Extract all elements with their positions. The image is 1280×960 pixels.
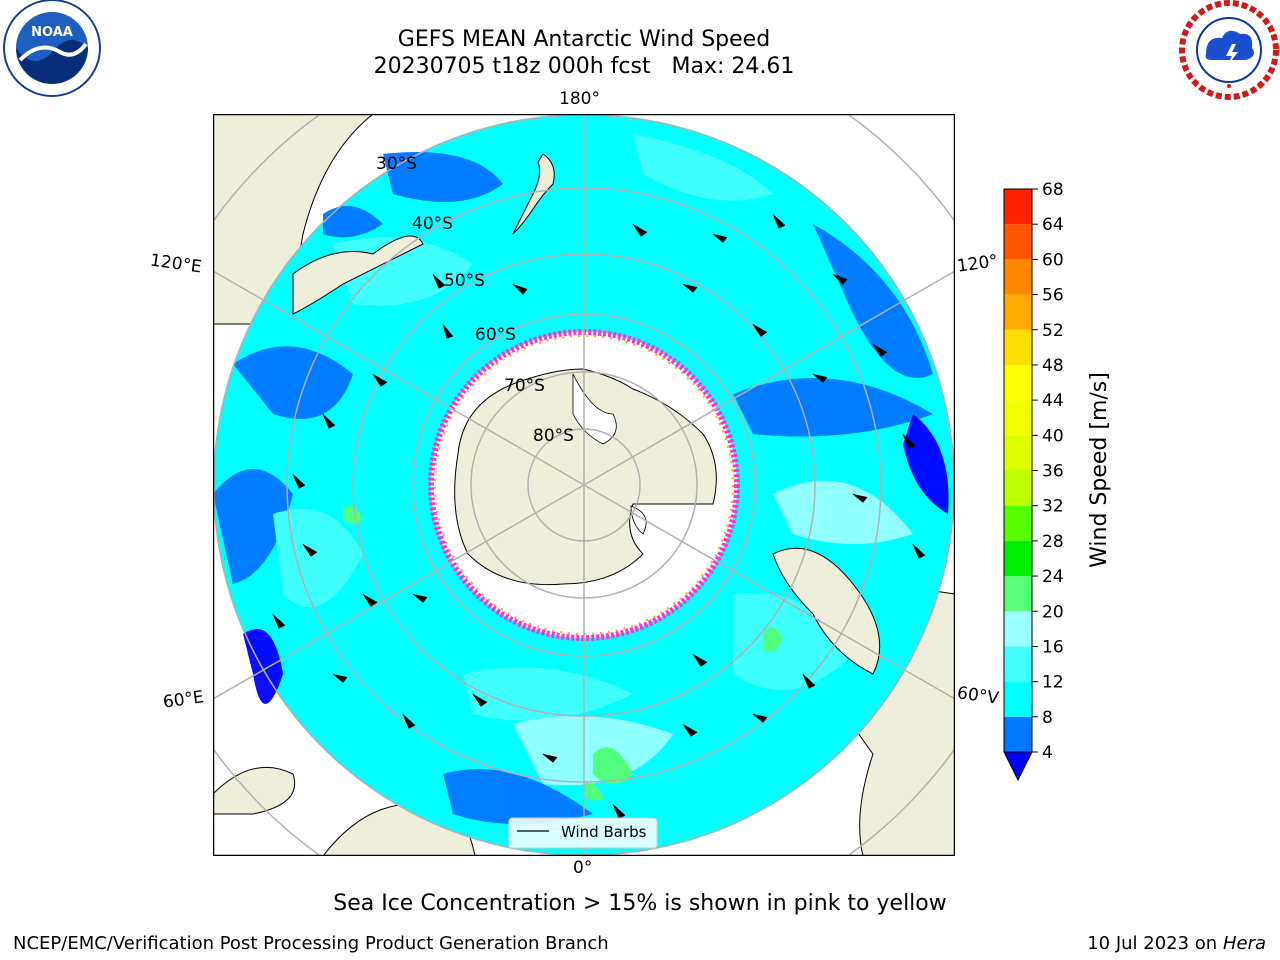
- noaa-logo: NOAA: [3, 0, 101, 97]
- colorbar-tick-label: 4: [1042, 743, 1053, 763]
- colorbar-tick-label: 52: [1042, 321, 1064, 341]
- colorbar-swatch: [1004, 576, 1032, 612]
- colorbar-tick-label: 48: [1042, 356, 1064, 376]
- colorbar-tick-label: 60: [1042, 250, 1064, 270]
- lon-label-180: 180°: [559, 89, 600, 109]
- footer-machine: Hera: [1222, 933, 1266, 954]
- colorbar-tick-label: 24: [1042, 567, 1064, 587]
- lat-label-30s: 30°S: [376, 154, 417, 174]
- colorbar-swatch: [1004, 435, 1032, 471]
- lat-label-60s: 60°S: [475, 325, 516, 345]
- lon-label-120e: 120°E: [148, 250, 203, 278]
- footer-date-text: 10 Jul 2023 on: [1087, 933, 1218, 954]
- colorbar-swatches: [1003, 188, 1033, 782]
- colorbar-tick-label: 40: [1042, 426, 1064, 446]
- colorbar-tick-label: 68: [1042, 180, 1064, 200]
- chart-subtitle: 20230705 t18z 000h fcst Max: 24.61: [373, 54, 795, 79]
- legend-label: Wind Barbs: [561, 823, 647, 841]
- colorbar-swatch: [1004, 400, 1032, 436]
- colorbar-swatch: [1004, 470, 1032, 506]
- colorbar-swatch: [1004, 611, 1032, 647]
- meridian-lines: [213, 114, 955, 856]
- colorbar-swatch: [1004, 716, 1032, 752]
- ronne-ice-shelf: [630, 505, 647, 535]
- lat-label-80s: 80°S: [533, 426, 574, 446]
- australia-south-coast: [292, 235, 424, 315]
- colorbar-swatch: [1004, 364, 1032, 401]
- antarctica-landmass: [454, 368, 717, 586]
- colorbar-tick-label: 56: [1042, 286, 1064, 306]
- colorbar-swatch: [1004, 294, 1032, 330]
- new-zealand-landmass: [512, 153, 555, 235]
- colorbar-swatch: [1004, 189, 1032, 225]
- colorbar-swatch: [1004, 540, 1032, 577]
- patagonia-landmass: [772, 547, 881, 675]
- chart-title: GEFS MEAN Antarctic Wind Speed: [397, 27, 771, 52]
- colorbar-swatch: [1004, 224, 1032, 260]
- colorbar-tick-label: 28: [1042, 532, 1064, 552]
- lat-label-40s: 40°S: [412, 214, 453, 234]
- nws-logo: [1179, 0, 1279, 100]
- colorbar-tick-label: 8: [1042, 708, 1053, 728]
- wind-barbs: [272, 213, 926, 819]
- colorbar-tick-label: 20: [1042, 602, 1064, 622]
- africa-madagascar-landmass: [213, 766, 295, 815]
- footer-date: 10 Jul 2023 on Hera: [1087, 933, 1266, 954]
- colorbar-swatch: [1004, 681, 1032, 717]
- colorbar-tick-label: 12: [1042, 673, 1064, 693]
- sea-ice-caption: Sea Ice Concentration > 15% is shown in …: [333, 891, 947, 916]
- colorbar-tick-label: 16: [1042, 637, 1064, 657]
- footer-credit: NCEP/EMC/Verification Post Processing Pr…: [13, 933, 609, 954]
- colorbar-tick-label: 44: [1042, 391, 1064, 411]
- lon-label-60e: 60°E: [161, 687, 206, 713]
- polar-map[interactable]: 30°S 40°S 50°S 60°S 70°S 80°S Wind Barbs: [213, 114, 955, 856]
- lat-label-50s: 50°S: [444, 271, 485, 291]
- colorbar-label: Wind Speed [m/s]: [1087, 372, 1112, 568]
- lon-label-120w: 120°: [955, 251, 1000, 277]
- colorbar-tick-label: 32: [1042, 497, 1064, 517]
- colorbar-swatch: [1004, 259, 1032, 295]
- colorbar-tick-label: 64: [1042, 215, 1064, 235]
- lon-label-0: 0°: [573, 858, 593, 878]
- lon-label-60w: 60°V: [955, 683, 1000, 709]
- map-frame: [213, 114, 955, 856]
- colorbar-extend-arrow: [1003, 751, 1033, 782]
- colorbar-swatch: [1004, 329, 1032, 365]
- colorbar-tick-label: 36: [1042, 462, 1064, 482]
- colorbar-swatch: [1004, 505, 1032, 541]
- lat-label-70s: 70°S: [504, 376, 545, 396]
- wind-speed-field: [213, 134, 949, 824]
- noaa-logo-text: NOAA: [31, 25, 73, 40]
- colorbar-swatch: [1004, 646, 1032, 682]
- wind-barbs-legend: Wind Barbs: [508, 817, 658, 849]
